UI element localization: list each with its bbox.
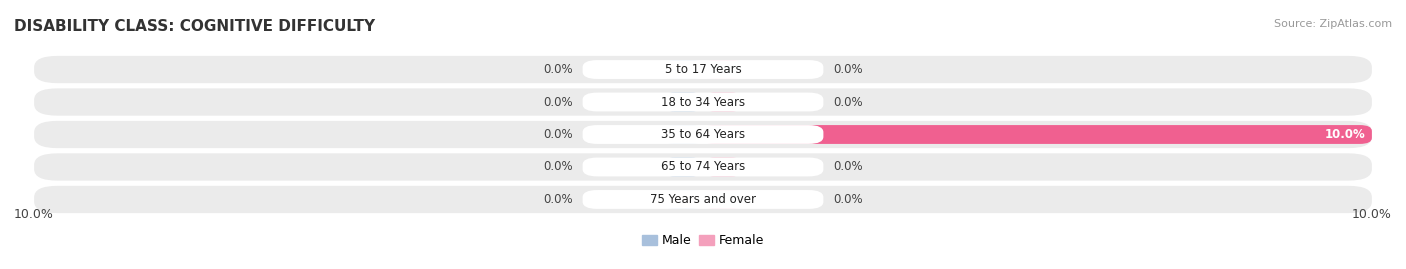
FancyBboxPatch shape bbox=[703, 60, 744, 79]
Text: DISABILITY CLASS: COGNITIVE DIFFICULTY: DISABILITY CLASS: COGNITIVE DIFFICULTY bbox=[14, 19, 375, 34]
Text: 0.0%: 0.0% bbox=[543, 63, 572, 76]
Text: Source: ZipAtlas.com: Source: ZipAtlas.com bbox=[1274, 19, 1392, 29]
Text: 5 to 17 Years: 5 to 17 Years bbox=[665, 63, 741, 76]
FancyBboxPatch shape bbox=[34, 89, 1372, 116]
FancyBboxPatch shape bbox=[662, 158, 703, 176]
FancyBboxPatch shape bbox=[662, 125, 703, 144]
FancyBboxPatch shape bbox=[582, 125, 824, 144]
FancyBboxPatch shape bbox=[703, 125, 1372, 144]
FancyBboxPatch shape bbox=[662, 60, 703, 79]
Text: 0.0%: 0.0% bbox=[543, 128, 572, 141]
Text: 0.0%: 0.0% bbox=[543, 161, 572, 174]
FancyBboxPatch shape bbox=[582, 93, 824, 111]
Text: 0.0%: 0.0% bbox=[834, 95, 863, 108]
FancyBboxPatch shape bbox=[703, 93, 744, 111]
FancyBboxPatch shape bbox=[582, 158, 824, 176]
FancyBboxPatch shape bbox=[34, 121, 1372, 148]
Text: 0.0%: 0.0% bbox=[543, 95, 572, 108]
Text: 0.0%: 0.0% bbox=[834, 193, 863, 206]
Text: 35 to 64 Years: 35 to 64 Years bbox=[661, 128, 745, 141]
FancyBboxPatch shape bbox=[662, 190, 703, 209]
Text: 0.0%: 0.0% bbox=[834, 161, 863, 174]
Legend: Male, Female: Male, Female bbox=[637, 229, 769, 252]
Text: 10.0%: 10.0% bbox=[1353, 208, 1392, 221]
Text: 0.0%: 0.0% bbox=[834, 63, 863, 76]
Text: 0.0%: 0.0% bbox=[543, 193, 572, 206]
Text: 18 to 34 Years: 18 to 34 Years bbox=[661, 95, 745, 108]
FancyBboxPatch shape bbox=[34, 153, 1372, 180]
FancyBboxPatch shape bbox=[582, 60, 824, 79]
FancyBboxPatch shape bbox=[703, 190, 744, 209]
Text: 10.0%: 10.0% bbox=[14, 208, 53, 221]
Text: 10.0%: 10.0% bbox=[1324, 128, 1365, 141]
FancyBboxPatch shape bbox=[34, 56, 1372, 83]
FancyBboxPatch shape bbox=[703, 158, 744, 176]
FancyBboxPatch shape bbox=[582, 190, 824, 209]
FancyBboxPatch shape bbox=[34, 186, 1372, 213]
Text: 75 Years and over: 75 Years and over bbox=[650, 193, 756, 206]
Text: 65 to 74 Years: 65 to 74 Years bbox=[661, 161, 745, 174]
FancyBboxPatch shape bbox=[662, 93, 703, 111]
